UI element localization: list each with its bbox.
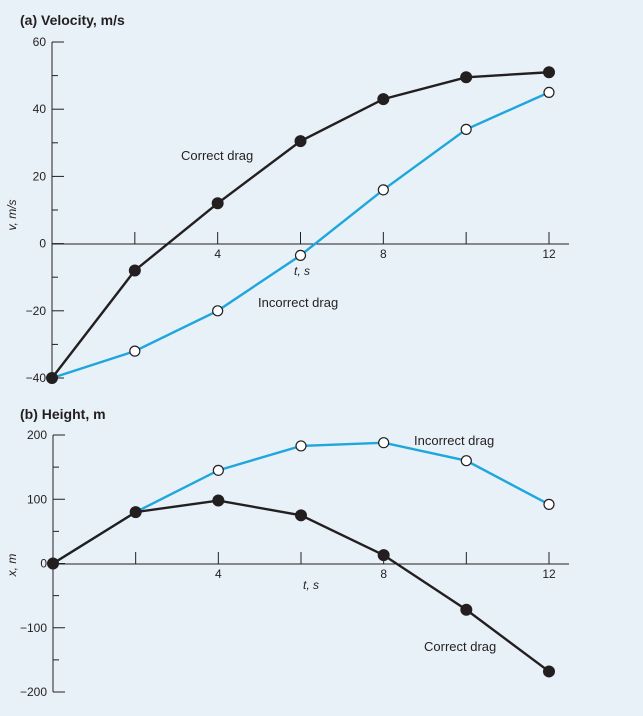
data-point-correct-drag [47,557,59,570]
data-point-correct-drag [543,665,555,678]
y-tick-label: −100 [20,621,47,635]
series-label-incorrect-drag: Incorrect drag [414,433,494,448]
data-point-correct-drag [460,603,473,616]
y-tick-label: 100 [27,492,47,506]
data-point-incorrect-drag [129,345,141,357]
x-tick-label: 8 [380,247,387,261]
height-chart: (b) Height, m t, s x, m Incorrect drag C… [5,406,569,699]
data-point-correct-drag [128,264,141,277]
data-point-correct-drag [211,197,224,210]
x-tick-label: 12 [542,567,556,581]
x-tick-label: 4 [215,567,222,581]
y-tick-label: 20 [33,169,47,183]
series-label-correct-drag: Correct drag [181,148,253,163]
data-point-incorrect-drag [460,455,472,467]
y-tick-label: 60 [33,35,47,49]
data-point-correct-drag [46,372,58,384]
data-point-correct-drag [295,509,307,522]
x-axis-label: t, s [303,578,319,592]
y-tick-label: 40 [33,102,47,116]
y-tick-label: 0 [39,237,46,251]
y-tick-label: 0 [40,557,47,571]
velocity-chart: (a) Velocity, m/s t, s v, m/s Correct dr… [5,12,569,385]
data-point-correct-drag [294,135,307,148]
series-line-correct-drag [51,71,550,379]
data-point-incorrect-drag [212,305,224,317]
series-line-incorrect-drag [52,441,550,565]
y-tick-label: −20 [26,304,47,318]
data-point-correct-drag [212,494,225,507]
data-point-incorrect-drag [460,123,472,135]
series-label-incorrect-drag: Incorrect drag [258,295,338,310]
x-tick-label: 8 [380,567,387,581]
data-point-incorrect-drag [212,464,224,476]
y-tick-label: −40 [26,371,47,385]
data-point-correct-drag [543,66,555,79]
series-line-outline-incorrect-drag [52,442,550,565]
x-axis-label: t, s [294,264,310,278]
data-point-incorrect-drag [543,86,555,99]
x-tick-label: 4 [214,247,221,261]
y-tick-label: 200 [27,428,47,442]
chart-title: (a) Velocity, m/s [20,12,125,28]
data-point-incorrect-drag [543,498,555,510]
data-point-incorrect-drag [294,249,307,261]
data-point-correct-drag [377,549,390,562]
y-axis-label: v, m/s [5,199,19,230]
series-label-correct-drag: Correct drag [424,639,496,654]
chart-title: (b) Height, m [20,406,106,422]
data-point-correct-drag [460,71,473,84]
data-point-correct-drag [377,93,390,106]
y-axis-label: x, m [5,554,19,578]
y-tick-label: −200 [20,685,47,699]
data-point-incorrect-drag [377,184,389,196]
data-point-incorrect-drag [295,440,307,452]
data-point-incorrect-drag [378,437,390,449]
x-tick-label: 12 [542,247,556,261]
data-point-correct-drag [129,506,142,519]
